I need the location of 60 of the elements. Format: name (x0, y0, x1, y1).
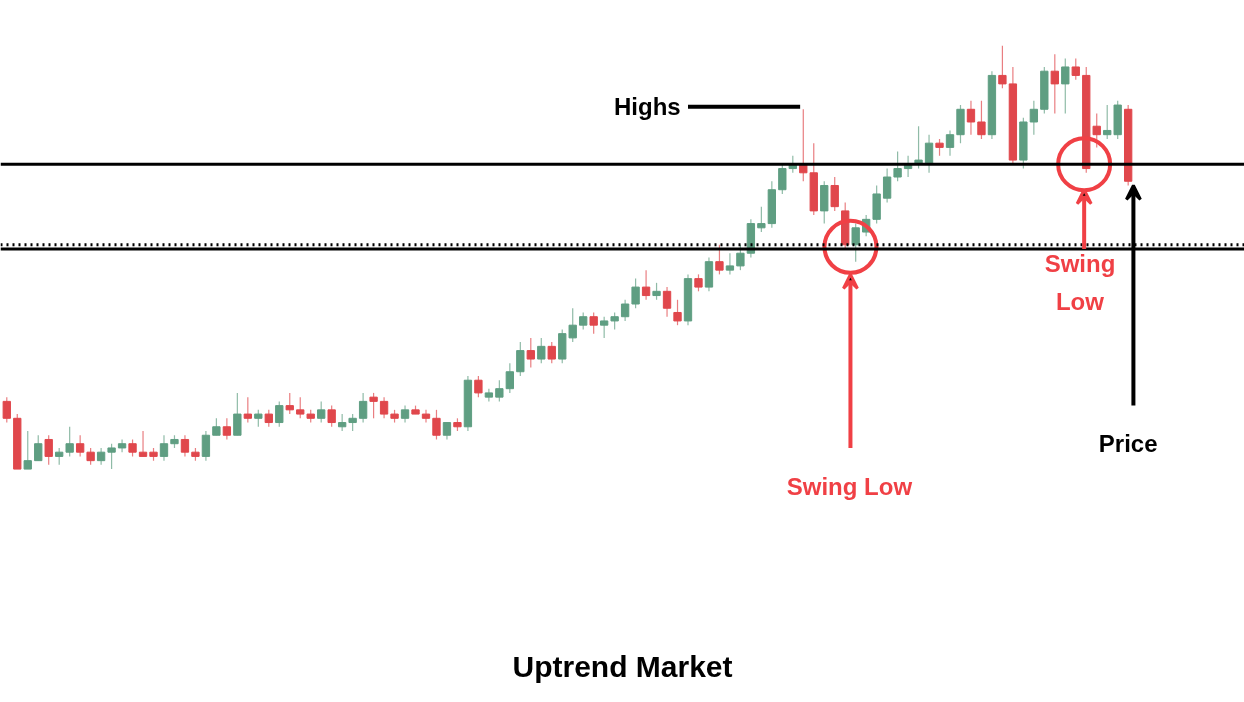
annotation: Price (1098, 430, 1158, 458)
candlestick (34, 434, 43, 462)
candlestick (945, 129, 955, 157)
candlestick (1029, 100, 1039, 136)
candlestick (966, 100, 976, 136)
candlestick (474, 375, 483, 398)
candlestick (75, 434, 85, 458)
candlestick (65, 426, 74, 458)
candlestick (317, 400, 326, 424)
candlestick (641, 269, 651, 301)
candlestick (23, 430, 32, 470)
candlestick (233, 392, 242, 436)
candlestick (725, 252, 735, 275)
candlestick (599, 316, 609, 339)
candlestick (138, 430, 148, 458)
candlestick (715, 244, 724, 275)
candlestick (432, 409, 441, 441)
candlestick (736, 244, 745, 271)
candlestick (505, 362, 515, 394)
candlestick (830, 176, 839, 212)
candlestick (620, 299, 630, 322)
candlestick (882, 167, 892, 204)
annotation: Swing Low (1044, 250, 1116, 316)
candlestick (547, 341, 556, 364)
candlestick (495, 379, 504, 402)
candlestick (379, 396, 389, 419)
candlestick (369, 392, 378, 419)
annotation: Highs (614, 93, 681, 121)
candlestick (180, 434, 190, 458)
candlestick (222, 417, 232, 441)
candlestick (285, 392, 294, 415)
candlestick (1050, 53, 1059, 115)
candlestick (1071, 57, 1080, 81)
candlestick (243, 396, 252, 424)
candlestick (537, 337, 546, 364)
candlestick (757, 206, 766, 233)
candlestick (662, 286, 672, 318)
candlestick (159, 434, 169, 462)
candlestick (977, 100, 986, 140)
candlestick (673, 299, 682, 326)
candlestick (117, 438, 127, 453)
candlestick (44, 434, 53, 466)
candlestick (275, 400, 284, 428)
candlestick (526, 337, 535, 369)
candlestick (296, 396, 305, 419)
candlestick (631, 278, 640, 309)
candlestick (107, 443, 116, 470)
candlestick (1061, 57, 1070, 115)
text: Swing Low (786, 472, 913, 500)
candlestick (421, 409, 431, 424)
candlestick (201, 430, 211, 462)
candlestick (516, 341, 525, 377)
text: Uptrend Market (512, 649, 733, 683)
candlestick (851, 222, 860, 263)
candlestick (2, 396, 11, 424)
candlestick (998, 45, 1007, 89)
candlestick (589, 311, 598, 335)
candlestick (327, 405, 336, 428)
candlestick (358, 392, 368, 424)
candlestick (893, 151, 902, 182)
